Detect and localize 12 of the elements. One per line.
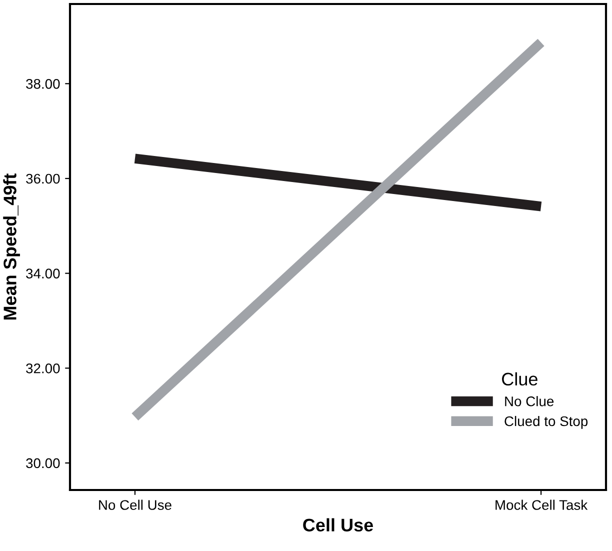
x-axis-title: Cell Use xyxy=(303,518,374,532)
legend-label: No Clue xyxy=(505,396,554,406)
y-tick-label: 38.00 xyxy=(26,78,60,89)
y-tick-label: 34.00 xyxy=(26,268,60,278)
x-tick-label: No Cell Use xyxy=(99,500,172,510)
y-tick-label: 30.00 xyxy=(26,458,60,468)
legend-label: Clued to Stop xyxy=(504,416,588,429)
y-axis-title: Mean Speed_49ft xyxy=(3,173,20,320)
y-tick-label: 32.00 xyxy=(26,363,60,374)
x-tick-label: Mock Cell Task xyxy=(496,500,588,510)
legend-title: Clue xyxy=(502,372,538,386)
y-tick-label: 36.00 xyxy=(26,174,60,184)
